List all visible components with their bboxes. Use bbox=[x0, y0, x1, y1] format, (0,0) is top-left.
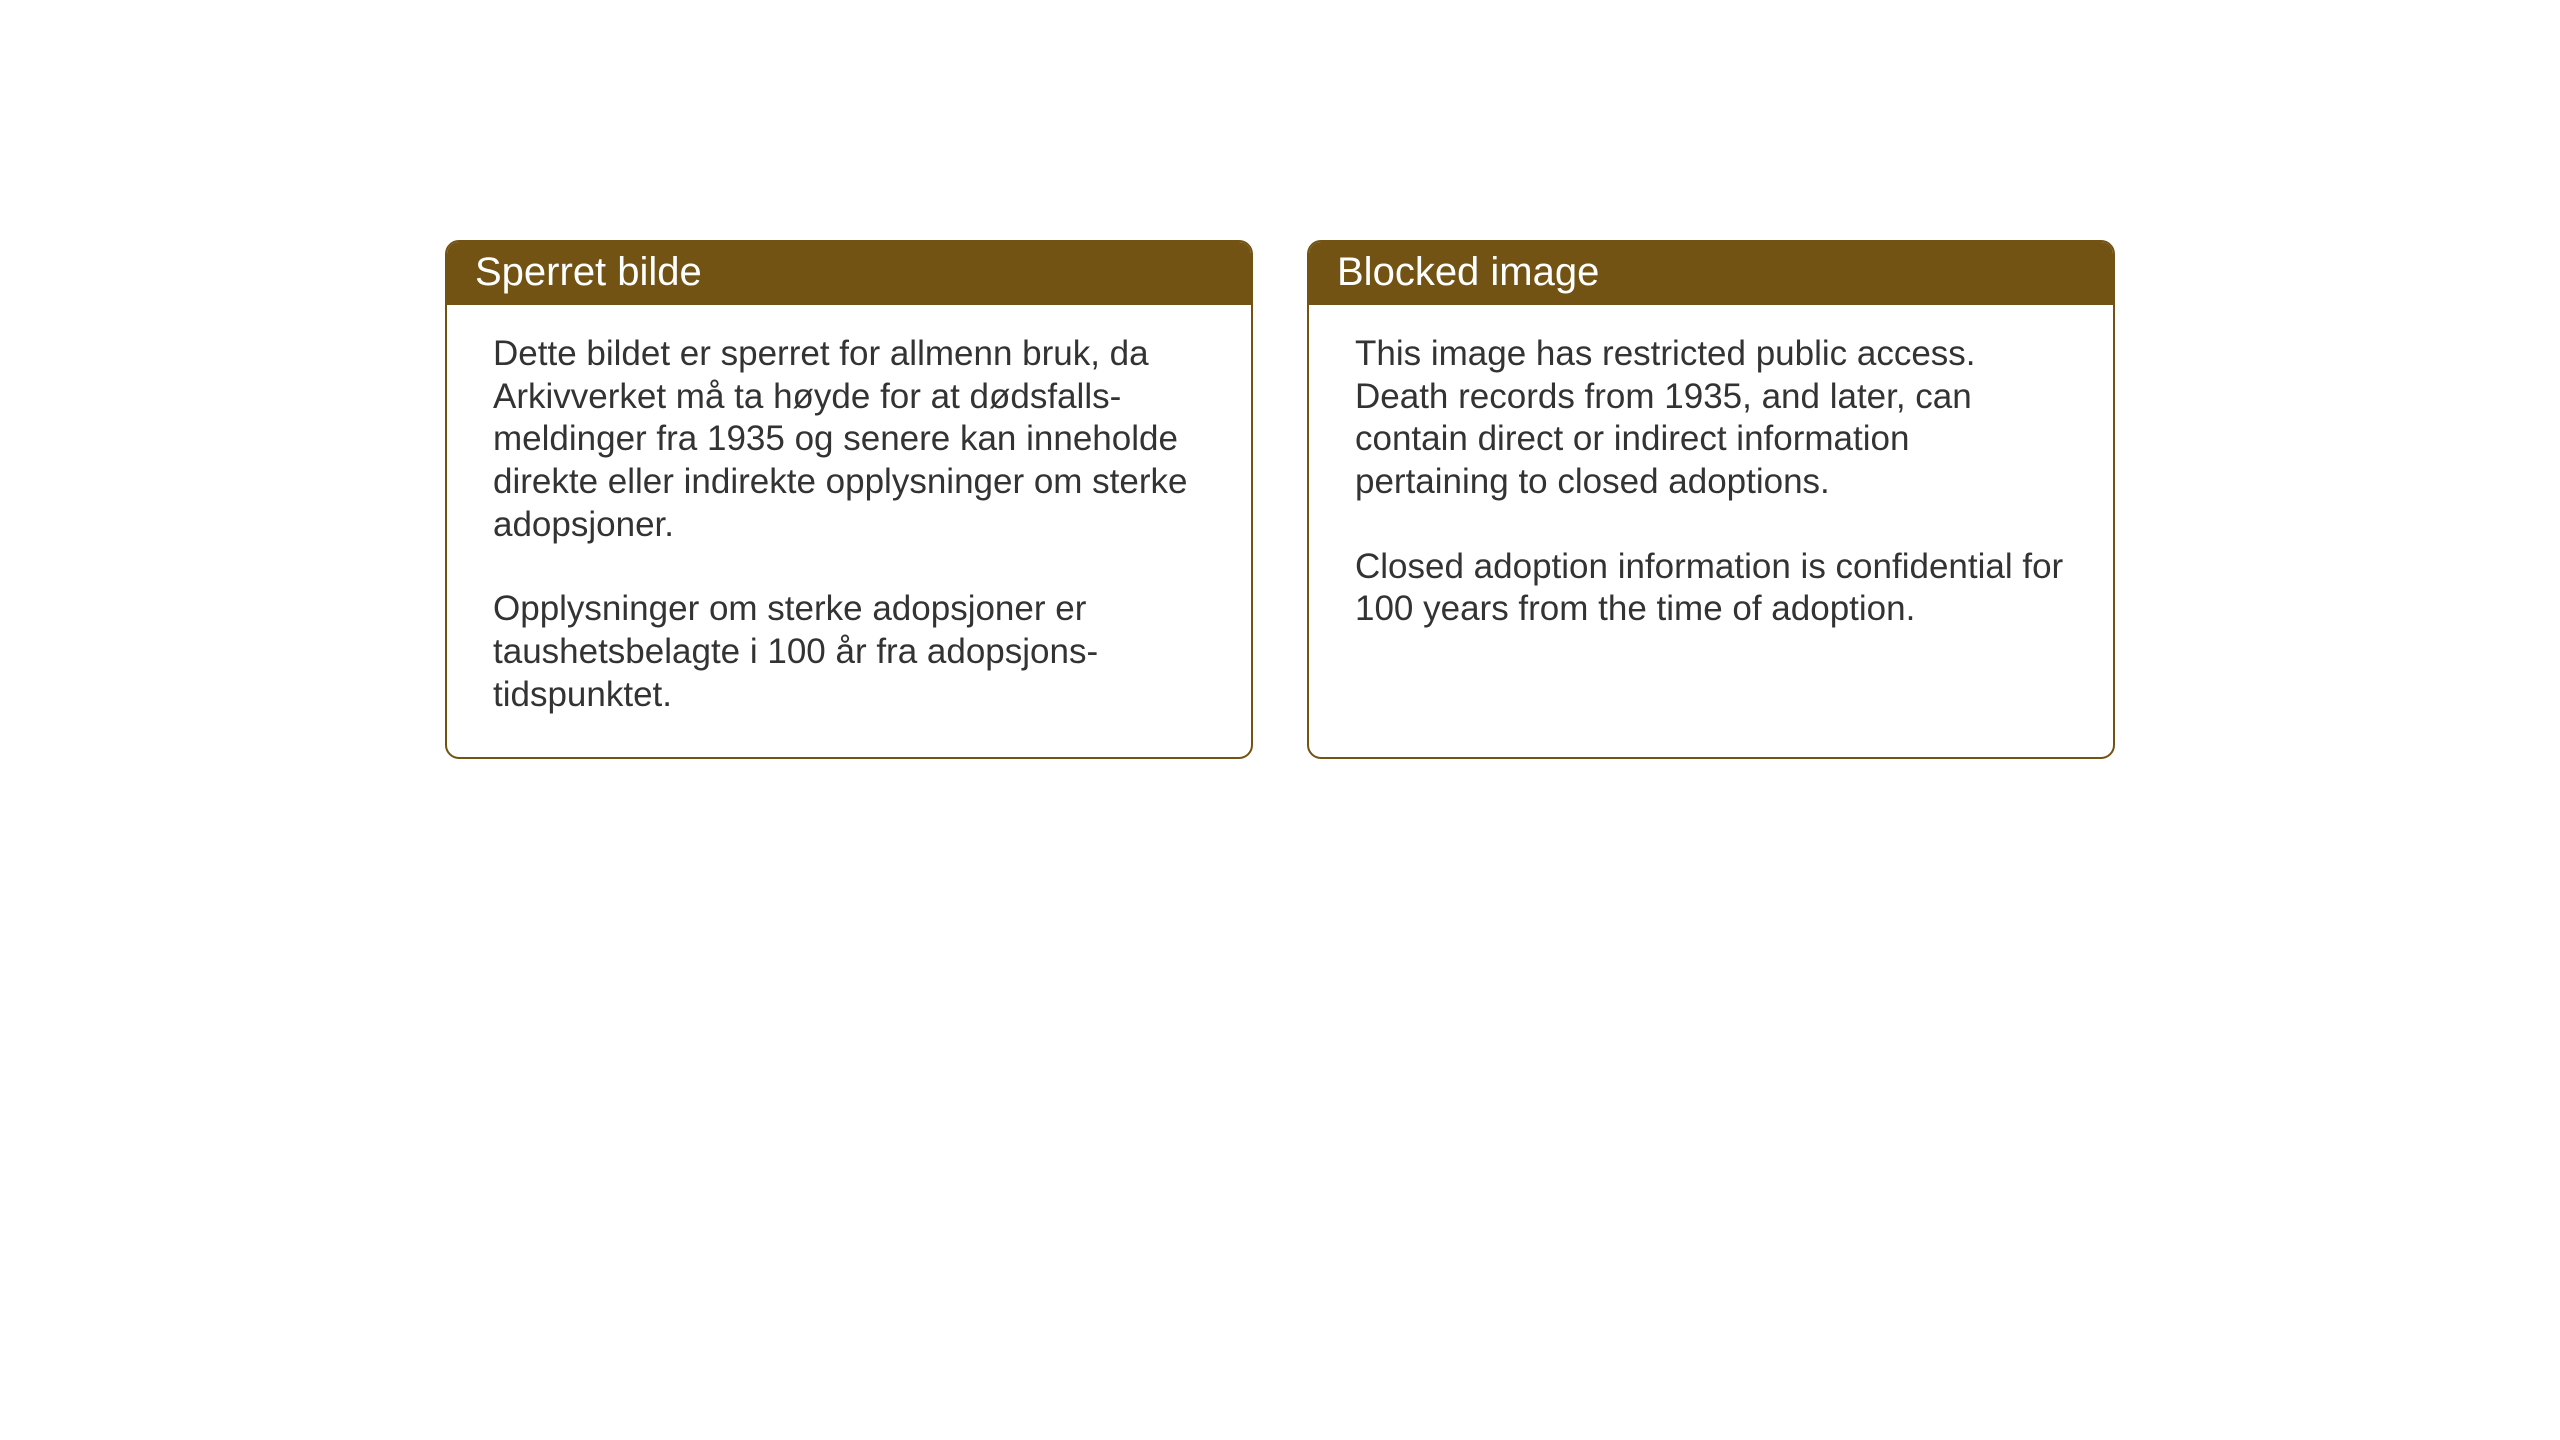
card-paragraph-1-english: This image has restricted public access.… bbox=[1355, 333, 2067, 504]
card-title-norwegian: Sperret bilde bbox=[475, 250, 702, 294]
card-paragraph-2-norwegian: Opplysninger om sterke adopsjoner er tau… bbox=[493, 588, 1205, 716]
card-title-english: Blocked image bbox=[1337, 250, 1599, 294]
card-body-norwegian: Dette bildet er sperret for allmenn bruk… bbox=[447, 305, 1251, 757]
card-paragraph-1-norwegian: Dette bildet er sperret for allmenn bruk… bbox=[493, 333, 1205, 546]
blocked-image-card-norwegian: Sperret bilde Dette bildet er sperret fo… bbox=[445, 240, 1253, 759]
card-header-english: Blocked image bbox=[1309, 242, 2113, 305]
card-body-english: This image has restricted public access.… bbox=[1309, 305, 2113, 671]
cards-container: Sperret bilde Dette bildet er sperret fo… bbox=[0, 0, 2560, 759]
card-header-norwegian: Sperret bilde bbox=[447, 242, 1251, 305]
card-paragraph-2-english: Closed adoption information is confident… bbox=[1355, 546, 2067, 631]
blocked-image-card-english: Blocked image This image has restricted … bbox=[1307, 240, 2115, 759]
